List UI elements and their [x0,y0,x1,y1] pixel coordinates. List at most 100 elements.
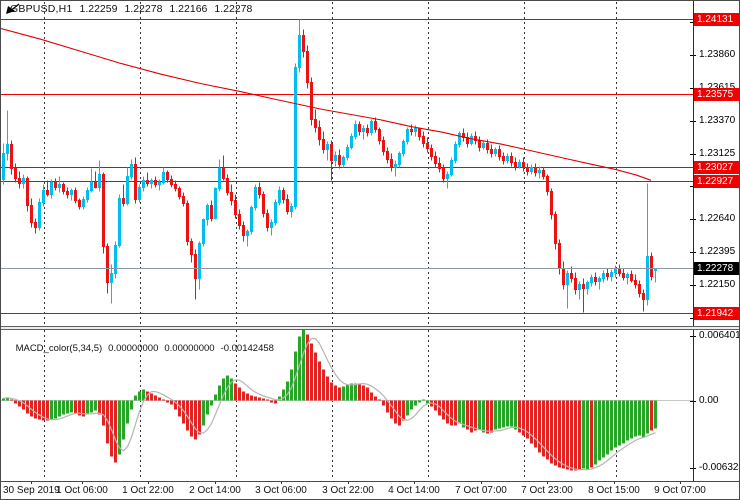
macd-histogram-bar [214,394,217,401]
candle-body [630,274,633,281]
macd-histogram-bar [258,397,261,401]
ohlc-open: 1.22259 [79,3,118,15]
macd-histogram-bar [102,400,105,426]
macd-histogram-bar [362,385,365,401]
candle-body [290,206,293,212]
macd-histogram-bar [446,400,449,424]
macd-histogram-bar [138,391,141,401]
macd-histogram-bar [530,400,533,444]
time-tick [680,481,681,484]
macd-histogram-bar [350,383,353,401]
candle-body [162,172,165,183]
macd-histogram-bar [22,400,25,410]
macd-histogram-bar [626,400,629,441]
macd-histogram-bar [202,400,205,426]
candle-body [118,198,121,246]
macd-histogram-bar [42,400,45,421]
candle-body [366,128,369,133]
macd-histogram-bar [190,400,193,437]
candle-body [646,256,649,300]
macd-tick-label: 0.00 [690,395,718,406]
macd-histogram-bar [90,400,93,413]
candle-body [122,198,125,204]
candle-body [26,178,29,206]
macd-histogram-bar [558,400,561,468]
price-tick-label: 1.22395 [690,246,735,257]
candle-body [2,153,5,180]
macd-histogram-bar [490,400,493,433]
candle-body [110,273,113,283]
candle-body [50,182,53,195]
time-axis-label: 2 Oct 14:00 [189,485,241,496]
candle-body [134,164,137,200]
macd-histogram-bar [410,400,413,410]
candle-body [242,225,245,236]
candle-body [302,35,305,52]
macd-histogram-bar [254,396,257,401]
candle-body [214,188,217,219]
macd-histogram-bar [586,400,589,470]
candle-body [178,188,181,197]
macd-histogram-bar [302,329,305,401]
symbol-marker-icon [6,3,20,14]
price-axis-separator [693,1,694,481]
indicator-value-1: 0.00000000 [108,343,159,354]
macd-histogram-bar [570,400,573,471]
macd-histogram-bar [494,400,497,430]
candle-body [586,282,589,289]
macd-histogram-bar [342,386,345,401]
macd-signal-line [3,337,656,471]
candle-body [434,156,437,164]
time-axis-label: 7 Oct 23:00 [521,485,573,496]
macd-histogram-bar [330,382,333,401]
candle-body [474,136,477,141]
time-axis-label: 7 Oct 07:00 [455,485,507,496]
time-tick [348,481,349,484]
candle-body [526,167,529,172]
macd-histogram-bar [618,400,621,446]
time-tick [82,481,83,484]
indicator-name: MACD_color(5,34,5) [15,343,103,354]
macd-histogram-bar [142,389,145,401]
price-tick-label: 1.23370 [690,115,735,126]
candle-body [398,153,401,165]
candle-body [130,164,133,177]
macd-histogram-bar [118,400,121,455]
time-tick [148,481,149,484]
macd-histogram-bar [374,396,377,401]
ohlc-low: 1.22166 [169,3,208,15]
candle-body [210,205,213,219]
candle-body [570,273,573,279]
candle-body [558,243,561,269]
macd-histogram-bar [470,400,473,433]
macd-histogram-bar [522,400,525,436]
candle-body [42,190,45,203]
candle-body [278,190,281,203]
price-tick-label: 1.23125 [690,148,735,159]
macd-histogram-bar [366,387,369,401]
macd-histogram-bar [170,400,173,405]
macd-histogram-bar [642,400,645,438]
macd-histogram-bar [130,400,133,410]
macd-histogram-bar [554,400,557,466]
candle-body [426,143,429,149]
macd-histogram-bar [62,400,65,415]
macd-histogram-bar [594,400,597,465]
candle-body [158,182,161,185]
candle-body [582,284,585,289]
candle-body [94,182,97,188]
candle-body [186,203,189,242]
macd-chart-canvas[interactable] [1,329,740,481]
candle-body [514,162,517,167]
time-tick [414,481,415,484]
panel-divider[interactable] [1,326,739,330]
candle-body [546,176,549,192]
time-axis-separator [1,481,739,482]
candle-body [46,190,49,195]
macd-histogram-bar [194,400,197,440]
price-chart-canvas[interactable] [1,1,740,327]
macd-histogram-bar [466,400,469,430]
candle-body [226,178,229,193]
candle-body [326,144,329,150]
